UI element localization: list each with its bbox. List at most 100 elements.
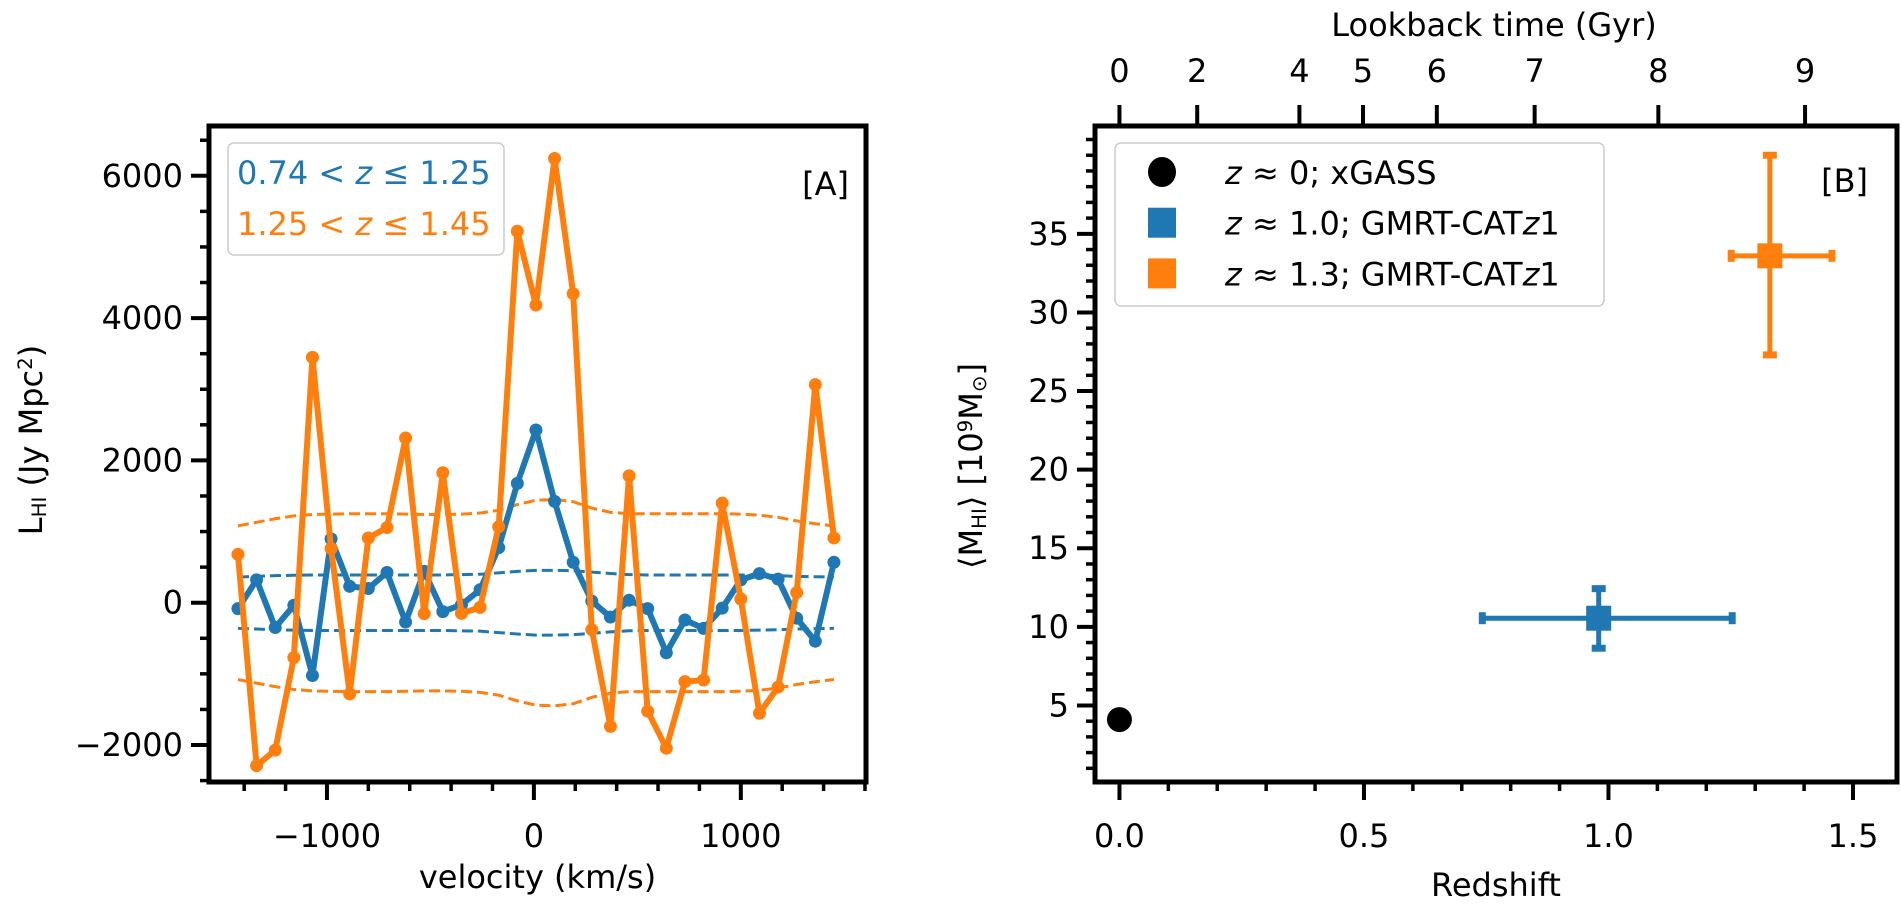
- y-tick-label: 35: [1028, 215, 1069, 253]
- legend-marker-series-2: [1148, 207, 1176, 238]
- series-1-point: [659, 646, 673, 660]
- series-2-point: [659, 741, 673, 755]
- series-2-point: [417, 607, 431, 621]
- series-2-point: [641, 704, 655, 718]
- series-1-point: [268, 621, 282, 635]
- noise-band-lower-series-2: [237, 678, 835, 708]
- top-axis-tick-label: 0: [1109, 52, 1129, 90]
- series-2-point: [790, 586, 804, 600]
- series-2-point: [752, 706, 766, 720]
- top-axis-tick-label: 4: [1289, 52, 1309, 90]
- series-2-point: [697, 673, 711, 687]
- series-3-marker: [1757, 243, 1783, 269]
- panel-b-hi-mass-vs-redshift: 0.0 0.5 1.0 1.5 5 10 15 20 25 30 35 0 2 4 5 6 7 8 9 Lookbac…: [952, 6, 1900, 904]
- series-1-point: [529, 423, 543, 437]
- y-tick-label: 5: [1049, 686, 1069, 724]
- top-axis-tick-label: 8: [1648, 52, 1668, 90]
- top-axis-label: Lookback time (Gyr): [1331, 6, 1657, 44]
- series-1-point: [808, 634, 822, 648]
- x-tick-label: 0.5: [1339, 817, 1390, 855]
- y-tick-label: 4000: [102, 299, 183, 337]
- x-axis-label: velocity (km/s): [419, 858, 656, 896]
- legend-frame: [227, 142, 505, 256]
- series-2-point: [548, 152, 562, 166]
- series-1-point: [641, 602, 655, 616]
- legend: 0.74 < z ≤ 1.25 1.25 < z ≤ 1.45: [227, 142, 505, 256]
- legend-entry-series-2: 1.25 < z ≤ 1.45: [237, 205, 491, 243]
- series-2-point: [231, 547, 245, 561]
- noise-band-lower-series-1: [237, 626, 834, 637]
- legend-frame: [1114, 142, 1605, 307]
- x-axis-label: Redshift: [1431, 866, 1561, 904]
- series-2-point: [361, 531, 375, 545]
- series-2-point: [734, 592, 748, 606]
- series-2-point: [529, 298, 543, 312]
- series-2-point: [287, 651, 301, 665]
- series-2-marker: [1586, 605, 1612, 631]
- series-2-point: [715, 496, 729, 510]
- noise-band-upper-series-2: [237, 498, 835, 528]
- series-1-point: [678, 613, 692, 627]
- panel-a-velocity-spectrum: −1000 0 1000 −2000 0 2000 4000 6000 0.74 < z ≤ 1…: [12, 123, 869, 896]
- series-2-point: [268, 743, 282, 757]
- series-2-point: [454, 606, 468, 620]
- series-2-point: [343, 687, 357, 701]
- series-2-point: [250, 759, 264, 773]
- x-tick-label: 0.0: [1094, 817, 1145, 855]
- series-2-point: [603, 719, 617, 733]
- series-2-point: [399, 431, 413, 445]
- y-tick-label: 0: [163, 584, 183, 622]
- series-1-point: [343, 579, 357, 593]
- series-2-point: [585, 623, 599, 637]
- series-1-point: [752, 567, 766, 581]
- y-tick-label: 10: [1028, 608, 1069, 646]
- y-tick-label: −2000: [75, 726, 183, 764]
- series-1-point: [510, 476, 524, 490]
- series-1-point: [436, 605, 450, 619]
- series-1-point: [548, 494, 562, 508]
- series-1-point: [827, 555, 841, 569]
- series-2-point: [473, 600, 487, 614]
- series-2-point: [305, 350, 319, 364]
- top-axis-tick-label: 9: [1795, 52, 1815, 90]
- y-tick-label: 15: [1028, 529, 1069, 567]
- x-tick-label: 0: [524, 817, 544, 855]
- series-1-point: [603, 610, 617, 624]
- y-tick-label: 25: [1028, 372, 1069, 410]
- legend-marker-series-3: [1148, 258, 1176, 289]
- series-1-point: [566, 555, 580, 569]
- series-2-point: [678, 675, 692, 689]
- top-axis-tick-label: 6: [1427, 52, 1447, 90]
- panel-label: [B]: [1821, 162, 1868, 200]
- series-2-point: [436, 466, 450, 480]
- y-tick-label: 20: [1028, 451, 1069, 489]
- panel-label: [A]: [802, 165, 849, 203]
- x-tick-label: 1000: [700, 817, 781, 855]
- series-2-point: [510, 224, 524, 238]
- x-tick-label: 1.0: [1583, 817, 1634, 855]
- legend-entry-series-1: z ≈ 0; xGASS: [1224, 154, 1437, 192]
- legend-entry-series-3: z ≈ 1.3; GMRT-CATz1: [1224, 255, 1560, 293]
- top-axis-tick-label: 7: [1524, 52, 1544, 90]
- legend-entry-series-1: 0.74 < z ≤ 1.25: [237, 154, 491, 192]
- series-1-point: [399, 615, 413, 629]
- top-axis-tick-label: 5: [1353, 52, 1373, 90]
- top-axis-tick-label: 2: [1187, 52, 1207, 90]
- series-1-point: [380, 565, 394, 579]
- legend-entry-series-2: z ≈ 1.0; GMRT-CATz1: [1224, 205, 1560, 243]
- series-2-point: [324, 541, 338, 555]
- y-tick-label: 6000: [102, 157, 183, 195]
- legend: z ≈ 0; xGASS z ≈ 1.0; GMRT-CATz1 z ≈ 1.3; …: [1114, 142, 1605, 307]
- series-2-point: [827, 531, 841, 545]
- series-2-point: [566, 287, 580, 301]
- plot-area: [231, 152, 841, 773]
- series-2-point: [380, 521, 394, 535]
- series-1-point: [622, 593, 636, 607]
- series-1-point: [250, 573, 264, 587]
- axes-frame: [1092, 123, 1900, 785]
- x-tick-label: −1000: [273, 817, 381, 855]
- series-1-point: [305, 668, 319, 682]
- series-2-point: [808, 378, 822, 392]
- series-1-point: [771, 572, 785, 586]
